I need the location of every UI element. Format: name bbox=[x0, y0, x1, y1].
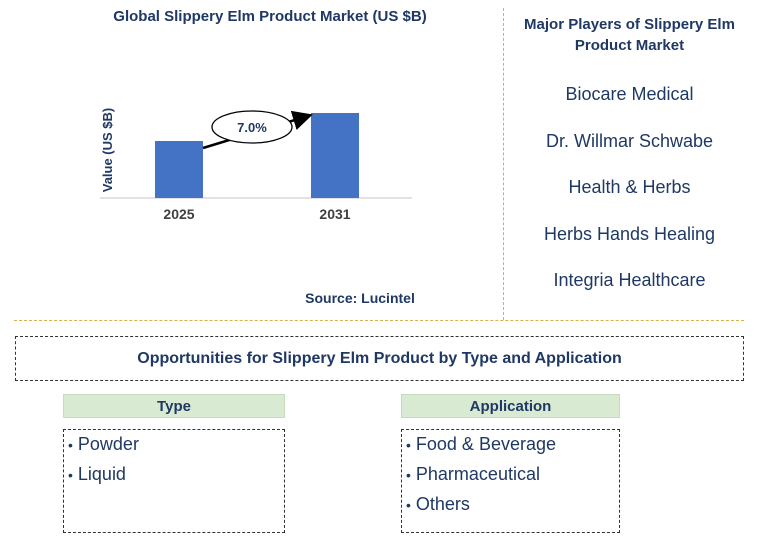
application-item: Pharmaceutical bbox=[406, 462, 619, 492]
player-item: Integria Healthcare bbox=[553, 270, 706, 290]
bar-2031 bbox=[311, 113, 359, 198]
x-tick-label: 2031 bbox=[319, 206, 350, 222]
cagr-annotation: 7.0% bbox=[202, 110, 313, 150]
player-item: Health & Herbs bbox=[568, 177, 691, 197]
type-header: Type bbox=[63, 394, 285, 418]
vertical-divider bbox=[503, 8, 504, 320]
player-item: Herbs Hands Healing bbox=[543, 223, 716, 244]
players-title: Major Players of Slippery Elm Product Ma… bbox=[524, 16, 735, 54]
type-item: Powder bbox=[68, 432, 284, 462]
application-item: Others bbox=[406, 492, 619, 522]
type-box: Powder Liquid bbox=[63, 429, 285, 533]
players-list: Biocare Medical Dr. Willmar Schwabe Heal… bbox=[508, 84, 751, 317]
source-label: Source: Lucintel bbox=[305, 290, 415, 306]
application-box: Food & Beverage Pharmaceutical Others bbox=[401, 429, 620, 533]
cagr-label: 7.0% bbox=[237, 120, 267, 135]
player-item: Dr. Willmar Schwabe bbox=[545, 130, 714, 151]
application-item: Food & Beverage bbox=[406, 432, 619, 462]
cagr-bubble bbox=[211, 110, 293, 144]
player-item: Biocare Medical bbox=[565, 84, 694, 104]
application-header: Application bbox=[401, 394, 620, 418]
horizontal-divider bbox=[14, 320, 744, 321]
opportunities-title: Opportunities for Slippery Elm Product b… bbox=[15, 336, 744, 381]
bar-chart: Value (US $B) 2025 2031 7.0% bbox=[100, 108, 412, 222]
type-item: Liquid bbox=[68, 462, 284, 492]
x-tick-label: 2025 bbox=[163, 206, 194, 222]
bar-2025 bbox=[155, 141, 203, 198]
y-axis-label: Value (US $B) bbox=[100, 108, 115, 193]
chart-title: Global Slippery Elm Product Market (US $… bbox=[113, 8, 427, 25]
